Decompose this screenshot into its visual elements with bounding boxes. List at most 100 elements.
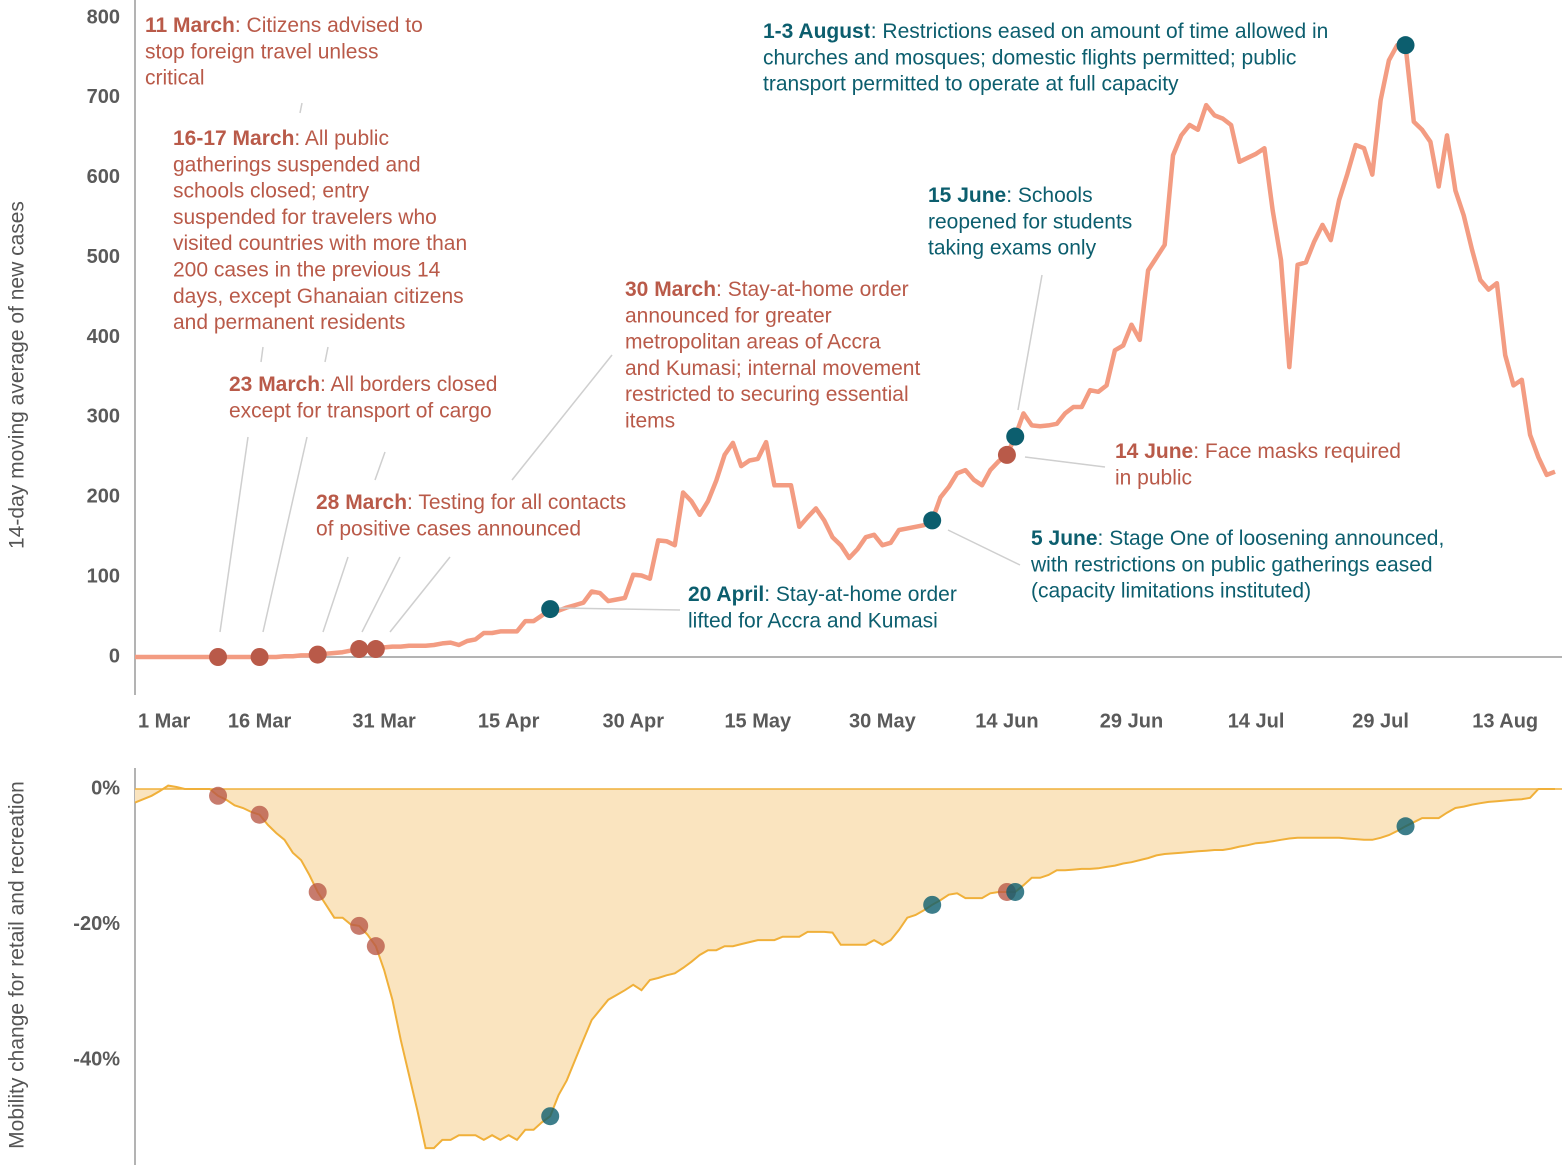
- annotation: 16-17 March: All public gatherings suspen…: [173, 127, 467, 334]
- annotation-text: : Schools: [1006, 184, 1092, 207]
- annotation-title: 5 June: [1031, 527, 1098, 550]
- annotation-text: transport permitted to operate at full c…: [763, 72, 1179, 95]
- event-dot: [350, 916, 369, 935]
- event-dot: [250, 805, 269, 824]
- x-tick-label: 13 Aug: [1472, 710, 1538, 732]
- annotation: 30 March: Stay-at-home order announced fo…: [625, 278, 920, 433]
- x-tick-label: 29 Jul: [1352, 710, 1409, 732]
- annotation-text: and permanent residents: [173, 311, 405, 334]
- annotation-text: and Kumasi; internal movement: [625, 356, 920, 379]
- annotation-title: 28 March: [316, 491, 407, 514]
- x-tick-label: 15 May: [724, 710, 792, 732]
- event-dot: [308, 882, 327, 901]
- annotation-title: 15 June: [928, 184, 1006, 207]
- annotation-title: 11 March: [145, 14, 235, 37]
- event-dot: [923, 895, 942, 914]
- annotation-text: schools closed; entry: [173, 179, 370, 202]
- leader-line: [1017, 274, 1043, 411]
- annotation-text: : All borders closed: [320, 373, 497, 396]
- annotation-title: 23 March: [229, 373, 320, 396]
- annotation-text: (capacity limitations instituted): [1031, 579, 1311, 602]
- x-tick-label: 1 Mar: [138, 710, 190, 732]
- y-tick-label: 200: [87, 486, 120, 508]
- x-tick-label: 14 Jun: [975, 710, 1038, 732]
- event-dot: [1396, 817, 1415, 836]
- annotation-text: 200 cases in the previous 14: [173, 258, 441, 281]
- annotation: 5 June: Stage One of loosening announced…: [1030, 527, 1444, 603]
- annotation-title: 16-17 March: [173, 127, 294, 150]
- annotation-text: : Stage One of loosening announced,: [1098, 527, 1445, 550]
- y-tick-label: 0: [109, 645, 120, 667]
- annotation: 1-3 August: Restrictions eased on amount…: [763, 20, 1328, 96]
- annotation: 15 June: Schools reopened for students tak…: [928, 184, 1132, 260]
- annotation-text: with restrictions on public gatherings e…: [1030, 553, 1433, 576]
- leader-line: [374, 451, 386, 481]
- event-dot: [1006, 427, 1025, 446]
- annotation: 11 March: Citizens advised to stop foreig…: [145, 14, 423, 90]
- event-dot: [350, 640, 369, 659]
- annotation-text: critical: [145, 66, 205, 89]
- annotation-text: items: [625, 409, 675, 432]
- annotation-text: visited countries with more than: [173, 232, 467, 255]
- annotation-title: 20 April: [688, 583, 764, 606]
- leader-line: [389, 556, 451, 633]
- event-dot: [1396, 36, 1415, 55]
- annotation-title: 1-3 August: [763, 20, 871, 43]
- y-tick-label: 0%: [91, 777, 120, 799]
- event-dot: [541, 1107, 560, 1126]
- y-axis-title: 14-day moving average of new cases: [6, 201, 29, 549]
- x-tick-label: 14 Jul: [1228, 710, 1285, 732]
- y-tick-label: 700: [87, 86, 120, 108]
- area-fill: [135, 785, 1555, 1149]
- annotation-text: of positive cases announced: [316, 517, 581, 540]
- y-axis-title: Mobility change for retail and recreatio…: [6, 781, 29, 1149]
- event-dot: [209, 648, 228, 666]
- leader-line: [299, 102, 303, 114]
- annotation-text: : Citizens advised to: [235, 14, 423, 37]
- y-tick-label: 300: [87, 406, 120, 428]
- event-dot: [366, 937, 385, 956]
- event-dot: [366, 640, 385, 659]
- annotation-text: stop foreign travel unless: [145, 40, 378, 63]
- leader-line: [361, 556, 401, 633]
- leader-line: [324, 346, 329, 363]
- event-dot: [923, 511, 942, 530]
- x-tick-label: 29 Jun: [1100, 710, 1163, 732]
- leader-line: [322, 556, 349, 633]
- event-dot: [541, 600, 560, 619]
- annotation-text: suspended for travelers who: [173, 205, 437, 228]
- annotation-text: announced for greater: [625, 304, 832, 327]
- annotation-text: churches and mosques; domestic flights p…: [763, 46, 1296, 69]
- x-tick-label: 30 Apr: [602, 710, 664, 732]
- annotation-text: days, except Ghanaian citizens: [173, 284, 464, 307]
- annotation-text: : All public: [294, 127, 389, 150]
- annotation: 14 June: Face masks required in public: [1115, 440, 1401, 489]
- annotation-text: : Face masks required: [1193, 440, 1401, 463]
- annotation: 23 March: All borders closed except for t…: [229, 373, 497, 422]
- annotation-text: : Stay-at-home order: [764, 583, 957, 606]
- y-tick-label: -40%: [73, 1048, 120, 1070]
- event-dot: [209, 786, 228, 805]
- annotation-text: restricted to securing essential: [625, 383, 909, 406]
- x-tick-label: 15 Apr: [478, 710, 540, 732]
- x-tick-label: 30 May: [849, 710, 917, 732]
- annotation-text: reopened for students: [928, 210, 1132, 233]
- annotation-text: taking exams only: [928, 236, 1097, 259]
- annotation-text: lifted for Accra and Kumasi: [688, 609, 938, 632]
- annotation-text: metropolitan areas of Accra: [625, 330, 881, 353]
- leader-line: [556, 607, 681, 611]
- event-dot: [1006, 882, 1025, 901]
- annotation-text: except for transport of cargo: [229, 399, 492, 422]
- annotation-text: : Stay-at-home order: [716, 278, 909, 301]
- annotation-text: : Restrictions eased on amount of time a…: [871, 20, 1329, 43]
- annotation: 28 March: Testing for all contacts of pos…: [316, 491, 626, 540]
- leader-line: [219, 436, 249, 633]
- y-tick-label: 500: [87, 246, 120, 268]
- y-tick-label: 600: [87, 166, 120, 188]
- annotation: 20 April: Stay-at-home order lifted for A…: [688, 583, 957, 632]
- y-tick-label: 800: [87, 6, 120, 28]
- leader-line: [260, 346, 264, 363]
- x-tick-label: 16 Mar: [228, 710, 292, 732]
- annotation-text: : Testing for all contacts: [407, 491, 626, 514]
